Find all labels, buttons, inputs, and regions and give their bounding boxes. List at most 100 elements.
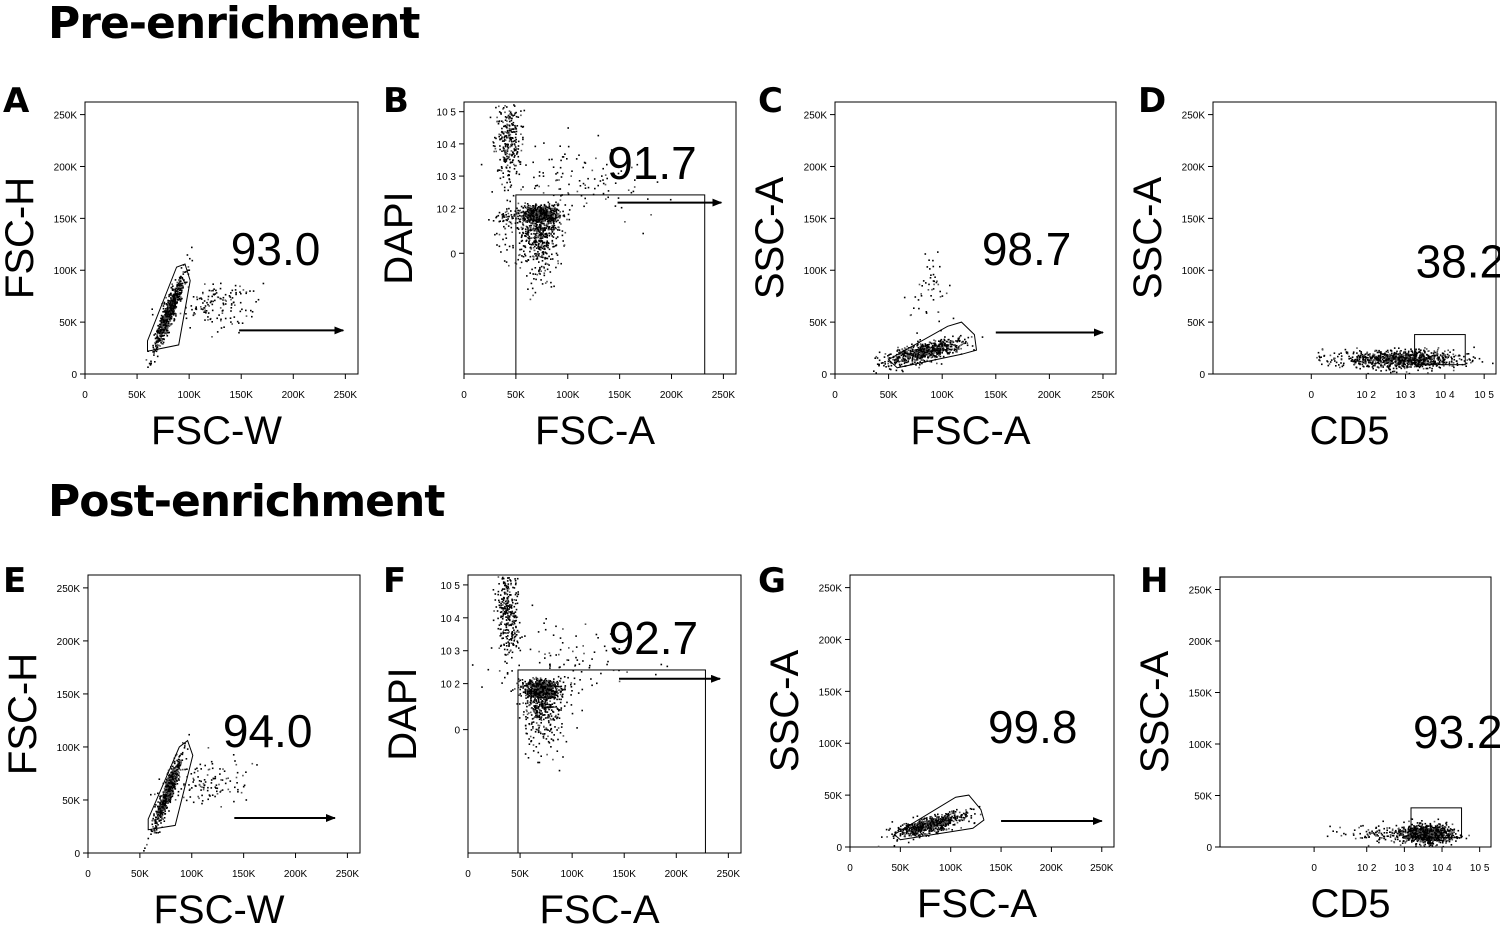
event-dot: [935, 281, 938, 284]
event-dot: [539, 227, 542, 229]
event-dot: [517, 155, 520, 158]
event-dot: [162, 800, 165, 802]
event-dot: [547, 216, 550, 218]
event-dot: [1460, 358, 1463, 361]
event-dot: [514, 210, 517, 212]
event-dot: [1435, 354, 1437, 357]
event-dot: [939, 265, 941, 268]
event-dot: [506, 199, 509, 202]
event-dot: [946, 344, 948, 346]
event-dot: [509, 138, 512, 141]
event-dot: [575, 158, 578, 160]
gate-rectangle[interactable]: [515, 194, 706, 375]
event-dot: [200, 306, 202, 308]
event-dot: [1429, 366, 1431, 369]
event-dot: [1318, 355, 1321, 358]
event-dot: [165, 319, 167, 321]
event-dot: [624, 221, 626, 223]
event-dot: [192, 801, 195, 804]
event-dot: [1438, 358, 1441, 360]
event-dot: [1417, 363, 1420, 365]
event-dot: [1356, 360, 1359, 362]
event-dot: [907, 356, 910, 358]
event-dot: [201, 800, 204, 802]
event-dot: [1417, 369, 1419, 372]
event-dot: [537, 209, 539, 212]
event-dot: [928, 343, 930, 346]
event-dot: [499, 134, 502, 136]
event-dot: [1389, 363, 1392, 366]
event-dot: [528, 225, 531, 227]
event-dot: [1333, 357, 1335, 359]
event-dot: [509, 128, 512, 130]
event-dot: [1386, 356, 1389, 359]
event-dot: [552, 225, 555, 228]
event-dot: [1379, 354, 1382, 357]
event-dot: [920, 359, 923, 361]
event-dot: [935, 347, 938, 350]
event-dot: [1448, 364, 1451, 367]
event-dot: [170, 304, 173, 307]
event-dot: [534, 273, 537, 275]
event-dot: [512, 244, 514, 247]
x-tick-label: 200K: [284, 869, 308, 880]
event-dot: [1360, 352, 1362, 355]
event-dot: [932, 273, 935, 276]
event-dot: [602, 182, 605, 185]
event-dot: [527, 227, 529, 229]
gate-polygon[interactable]: [887, 321, 978, 369]
event-dot: [1427, 356, 1430, 358]
event-dot: [1423, 358, 1425, 360]
event-dot: [632, 190, 635, 193]
event-dot: [222, 296, 225, 299]
event-dot: [1354, 358, 1357, 361]
event-dot: [540, 216, 542, 219]
event-dot: [949, 343, 952, 345]
event-dot: [544, 248, 546, 250]
event-dot: [180, 788, 183, 790]
event-dot: [526, 236, 529, 239]
event-dot: [933, 342, 935, 345]
event-dot: [164, 313, 167, 316]
event-dot: [174, 289, 177, 291]
gate-rectangle[interactable]: [1414, 334, 1466, 366]
event-dot: [508, 220, 511, 223]
event-dot: [546, 241, 548, 244]
event-dot: [499, 220, 501, 222]
event-dot: [507, 116, 509, 118]
event-dot: [538, 171, 541, 173]
event-dot: [903, 359, 906, 362]
event-dot: [1355, 360, 1357, 363]
event-dot: [557, 204, 559, 207]
event-dot: [224, 293, 227, 296]
event-dot: [157, 824, 159, 826]
event-dot: [539, 235, 541, 238]
gate-polygon[interactable]: [147, 263, 191, 352]
event-dot: [960, 347, 962, 350]
event-dot: [1389, 349, 1392, 352]
event-dot: [543, 266, 545, 268]
event-dot: [498, 133, 500, 136]
event-dot: [161, 340, 163, 342]
event-dot: [538, 269, 540, 272]
event-dot: [163, 799, 166, 802]
event-dot: [617, 197, 620, 199]
event-dot: [1409, 359, 1411, 362]
event-dot: [528, 215, 531, 217]
event-dot: [169, 786, 172, 789]
event-dot: [216, 317, 218, 320]
panel-letter: C: [758, 81, 783, 121]
event-dot: [239, 310, 242, 313]
event-dot: [511, 137, 513, 139]
event-dot: [926, 347, 928, 349]
event-dot: [534, 267, 537, 269]
event-dot: [554, 245, 557, 247]
event-dot: [168, 331, 170, 334]
event-dot: [1424, 362, 1427, 365]
event-dot: [166, 323, 169, 326]
event-dot: [556, 208, 559, 211]
event-dot: [1388, 367, 1390, 370]
event-dot: [182, 264, 185, 266]
event-dot: [534, 211, 537, 213]
event-dot: [154, 349, 157, 352]
